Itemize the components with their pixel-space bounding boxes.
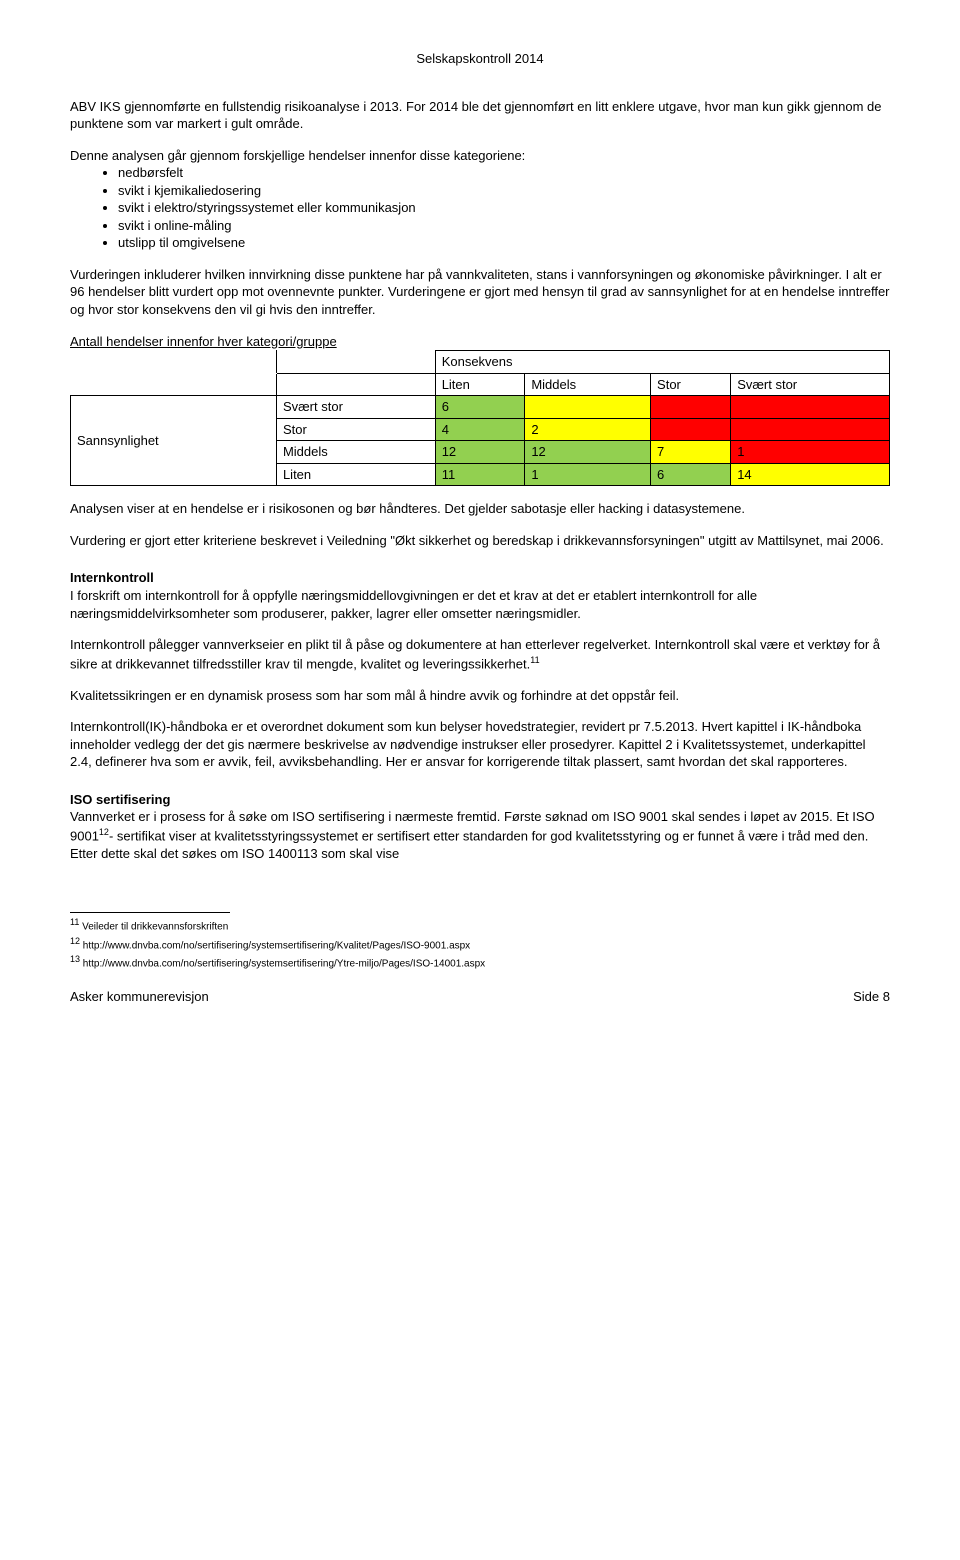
- list-item: svikt i online-måling: [118, 217, 890, 235]
- risk-cell: 12: [525, 441, 651, 464]
- risk-cell: 11: [435, 463, 525, 486]
- list-item: svikt i kjemikaliedosering: [118, 182, 890, 200]
- paragraph: ABV IKS gjennomførte en fullstendig risi…: [70, 98, 890, 133]
- footnote-ref: 12: [99, 827, 109, 837]
- section-heading: Internkontroll: [70, 569, 890, 587]
- paragraph: Internkontroll(IK)-håndboka er et overor…: [70, 718, 890, 771]
- footnote-number: 13: [70, 954, 80, 964]
- page-header: Selskapskontroll 2014: [70, 50, 890, 68]
- risk-cell: 14: [731, 463, 890, 486]
- list-item: nedbørsfelt: [118, 164, 890, 182]
- risk-cell: [731, 396, 890, 419]
- risk-cell: 4: [435, 418, 525, 441]
- footnote: 13 http://www.dnvba.com/no/sertifisering…: [70, 954, 770, 970]
- paragraph-text: Internkontroll pålegger vannverkseier en…: [70, 637, 880, 671]
- paragraph: Analysen viser at en hendelse er i risik…: [70, 500, 890, 518]
- list-item: svikt i elektro/styringssystemet eller k…: [118, 199, 890, 217]
- paragraph: Vannverket er i prosess for å søke om IS…: [70, 808, 890, 862]
- risk-cell: 1: [525, 463, 651, 486]
- risk-cell: 1: [731, 441, 890, 464]
- footnote-text: Veileder til drikkevannsforskriften: [79, 922, 228, 933]
- footnote: 12 http://www.dnvba.com/no/sertifisering…: [70, 936, 770, 952]
- risk-cell: [651, 396, 731, 419]
- footnote-number: 12: [70, 936, 80, 946]
- page-footer: Asker kommunerevisjon Side 8: [70, 988, 890, 1006]
- footnote-ref: 11: [530, 655, 539, 665]
- paragraph: Vurderingen inkluderer hvilken innvirkni…: [70, 266, 890, 319]
- column-header: Middels: [525, 373, 651, 396]
- risk-cell: 6: [651, 463, 731, 486]
- paragraph-text: - sertifikat viser at kvalitetsstyringss…: [70, 828, 868, 861]
- paragraph: Denne analysen går gjennom forskjellige …: [70, 147, 890, 165]
- footnotes: 11 Veileder til drikkevannsforskriften 1…: [70, 912, 230, 970]
- footnote: 11 Veileder til drikkevannsforskriften: [70, 917, 770, 933]
- footnote-text: http://www.dnvba.com/no/sertifisering/sy…: [80, 940, 470, 951]
- column-group-header: Konsekvens: [435, 351, 889, 374]
- footer-right: Side 8: [853, 988, 890, 1006]
- footnote-number: 11: [70, 917, 79, 927]
- row-group-header: Sannsynlighet: [71, 396, 277, 486]
- risk-cell: 7: [651, 441, 731, 464]
- risk-cell: [731, 418, 890, 441]
- paragraph: I forskrift om internkontroll for å oppf…: [70, 587, 890, 622]
- row-header: Liten: [276, 463, 435, 486]
- risk-cell: 12: [435, 441, 525, 464]
- column-header: Svært stor: [731, 373, 890, 396]
- risk-cell: 6: [435, 396, 525, 419]
- paragraph: Kvalitetssikringen er en dynamisk proses…: [70, 687, 890, 705]
- risk-cell: 2: [525, 418, 651, 441]
- risk-cell: [651, 418, 731, 441]
- list-item: utslipp til omgivelsene: [118, 234, 890, 252]
- row-header: Stor: [276, 418, 435, 441]
- risk-matrix-table: Konsekvens Liten Middels Stor Svært stor…: [70, 350, 890, 486]
- row-header: Svært stor: [276, 396, 435, 419]
- paragraph: Vurdering er gjort etter kriteriene besk…: [70, 532, 890, 550]
- table-caption: Antall hendelser innenfor hver kategori/…: [70, 333, 890, 351]
- bullet-list: nedbørsfelt svikt i kjemikaliedosering s…: [70, 164, 890, 252]
- header-title: Selskapskontroll 2014: [416, 51, 543, 66]
- column-header: Liten: [435, 373, 525, 396]
- column-header: Stor: [651, 373, 731, 396]
- section-heading: ISO sertifisering: [70, 791, 890, 809]
- row-header: Middels: [276, 441, 435, 464]
- footnote-text: http://www.dnvba.com/no/sertifisering/sy…: [80, 958, 485, 969]
- risk-cell: [525, 396, 651, 419]
- paragraph: Internkontroll pålegger vannverkseier en…: [70, 636, 890, 672]
- footer-left: Asker kommunerevisjon: [70, 988, 209, 1006]
